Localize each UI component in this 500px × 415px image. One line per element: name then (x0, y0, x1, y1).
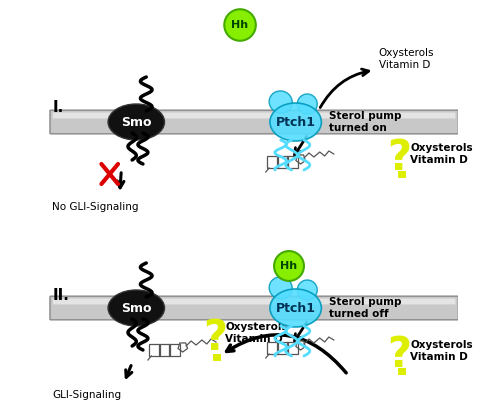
Ellipse shape (108, 290, 164, 326)
Text: Hh: Hh (232, 20, 248, 30)
FancyBboxPatch shape (50, 110, 459, 134)
Bar (266, 156, 278, 168)
Text: Oxysterols: Oxysterols (410, 143, 473, 153)
Text: Oxysterols: Oxysterols (410, 340, 473, 350)
Text: ?: ? (388, 137, 411, 179)
Circle shape (274, 251, 304, 281)
Text: Vitamin D: Vitamin D (410, 155, 468, 165)
Bar (266, 342, 278, 354)
FancyBboxPatch shape (50, 296, 459, 320)
Text: Smo: Smo (121, 302, 152, 315)
Bar (212, 354, 221, 361)
Text: Sterol pump
turned on: Sterol pump turned on (329, 111, 402, 133)
Bar (158, 344, 170, 356)
Text: II.: II. (52, 288, 70, 303)
Ellipse shape (270, 103, 322, 141)
Bar (276, 156, 288, 168)
Ellipse shape (269, 277, 292, 299)
Text: Smo: Smo (121, 115, 152, 129)
Bar (168, 344, 180, 356)
Bar (398, 171, 406, 178)
Text: ?: ? (203, 317, 227, 359)
Bar (286, 342, 298, 354)
Ellipse shape (108, 104, 164, 140)
Text: ?: ? (388, 334, 411, 376)
Circle shape (224, 9, 256, 41)
Text: GLI-Signaling: GLI-Signaling (52, 390, 122, 400)
FancyBboxPatch shape (53, 298, 456, 305)
Ellipse shape (269, 91, 292, 113)
Text: Ptch1: Ptch1 (276, 115, 316, 129)
Text: Ptch1: Ptch1 (276, 302, 316, 315)
Bar (398, 368, 406, 375)
FancyBboxPatch shape (53, 112, 456, 118)
Ellipse shape (270, 289, 322, 327)
Text: Oxysterols: Oxysterols (378, 48, 434, 58)
Text: Oxysterols: Oxysterols (225, 322, 288, 332)
Ellipse shape (298, 94, 317, 114)
Text: No GLI-Signaling: No GLI-Signaling (52, 202, 139, 212)
Text: Sterol pump
turned off: Sterol pump turned off (329, 297, 402, 319)
Text: Hh: Hh (280, 261, 297, 271)
Text: Vitamin D: Vitamin D (378, 60, 430, 70)
Bar (276, 342, 288, 354)
Text: I.: I. (52, 100, 64, 115)
Text: Vitamin D: Vitamin D (410, 352, 468, 362)
Bar (148, 344, 160, 356)
Text: Vitamin D: Vitamin D (225, 334, 283, 344)
Bar (286, 156, 298, 168)
Ellipse shape (298, 280, 317, 300)
